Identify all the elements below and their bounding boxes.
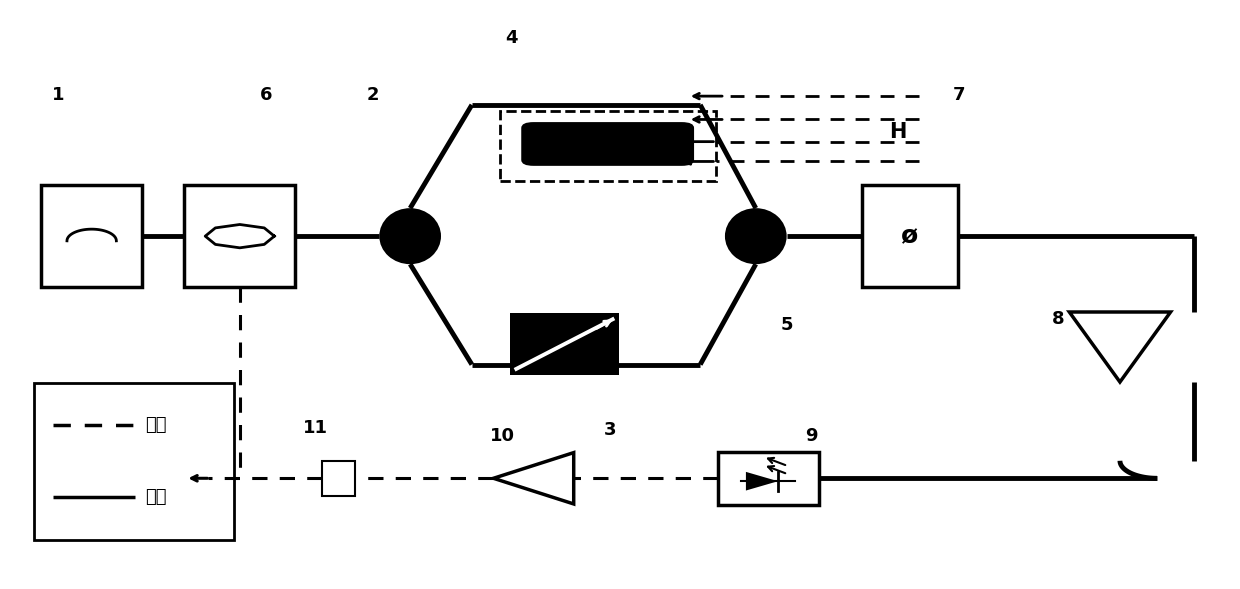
Text: H: H xyxy=(889,123,906,143)
Polygon shape xyxy=(494,452,574,504)
Text: 8: 8 xyxy=(1052,310,1065,328)
Bar xyxy=(500,111,715,181)
Bar xyxy=(185,185,295,287)
Text: 7: 7 xyxy=(954,86,966,104)
Polygon shape xyxy=(1069,312,1171,382)
Text: 4: 4 xyxy=(505,29,517,47)
Text: 2: 2 xyxy=(367,86,379,104)
Text: ø: ø xyxy=(901,224,919,248)
Polygon shape xyxy=(746,472,777,491)
Bar xyxy=(33,383,233,540)
FancyBboxPatch shape xyxy=(521,122,694,166)
Bar xyxy=(322,461,355,496)
Text: 9: 9 xyxy=(805,426,817,445)
Text: 10: 10 xyxy=(490,426,516,445)
Ellipse shape xyxy=(725,208,786,264)
Bar xyxy=(718,452,818,505)
Text: 1: 1 xyxy=(52,86,64,104)
Text: 光路: 光路 xyxy=(145,488,166,507)
Text: 11: 11 xyxy=(303,419,327,436)
Bar xyxy=(510,313,619,375)
Text: 5: 5 xyxy=(780,316,792,334)
Ellipse shape xyxy=(379,208,441,264)
Text: 6: 6 xyxy=(259,86,272,104)
Bar xyxy=(862,185,959,287)
Bar xyxy=(41,185,143,287)
Text: 3: 3 xyxy=(604,421,616,439)
Text: 电路: 电路 xyxy=(145,416,166,435)
